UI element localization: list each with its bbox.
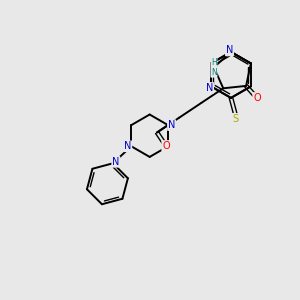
Text: N: N xyxy=(168,120,175,130)
Text: N: N xyxy=(124,141,131,151)
Text: O: O xyxy=(253,93,261,103)
Text: N: N xyxy=(226,46,233,56)
Text: N: N xyxy=(206,83,213,93)
Text: S: S xyxy=(232,114,238,124)
Text: H
N: H N xyxy=(211,58,217,77)
Text: O: O xyxy=(162,141,170,151)
Text: N: N xyxy=(112,157,119,167)
